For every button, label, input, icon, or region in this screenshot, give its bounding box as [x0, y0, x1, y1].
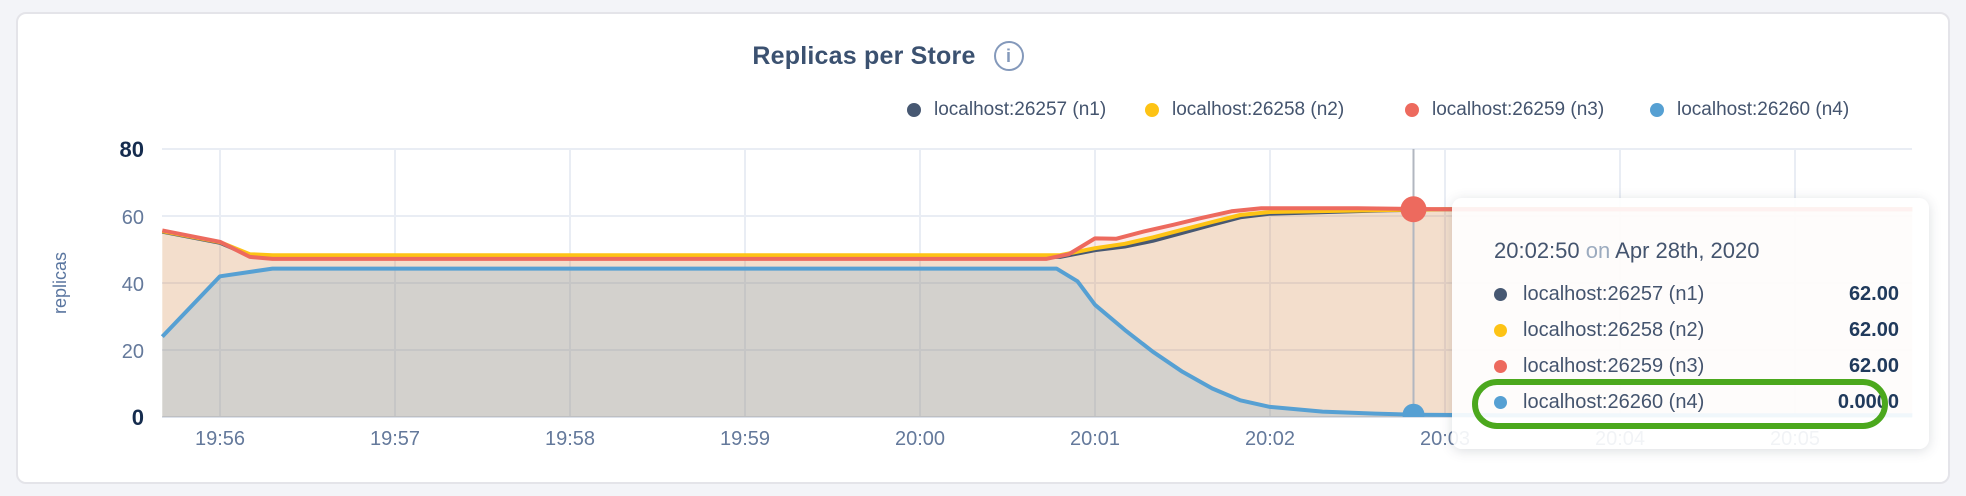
- tooltip-series-name: localhost:26259 (n3): [1523, 354, 1705, 377]
- legend-item-n3[interactable]: localhost:26259 (n3): [1405, 98, 1604, 122]
- svg-text:20:01: 20:01: [1070, 428, 1120, 450]
- svg-text:20:02: 20:02: [1245, 428, 1295, 450]
- tooltip-series-name: localhost:26257 (n1): [1523, 282, 1705, 305]
- hover-tooltip: 20:02:50 on Apr 28th, 2020 localhost:262…: [1452, 198, 1929, 449]
- legend-dot-n3-icon: [1405, 103, 1419, 117]
- svg-text:40: 40: [122, 274, 144, 296]
- svg-text:replicas: replicas: [50, 252, 70, 314]
- svg-text:19:57: 19:57: [370, 428, 420, 450]
- page-title: Replicas per Store: [752, 41, 976, 70]
- svg-text:20: 20: [122, 341, 144, 363]
- svg-text:60: 60: [122, 207, 144, 229]
- legend-label: localhost:26257 (n1): [934, 99, 1107, 120]
- svg-text:19:56: 19:56: [195, 428, 245, 450]
- series-dot-n1-icon: [1494, 287, 1507, 301]
- series-dot-n2-icon: [1494, 323, 1507, 337]
- tooltip-row-n2: localhost:26258 (n2) 62.00: [1494, 312, 1899, 348]
- tooltip-series-name: localhost:26258 (n2): [1523, 318, 1705, 341]
- svg-text:20:00: 20:00: [895, 428, 945, 450]
- svg-text:0: 0: [132, 405, 144, 430]
- tooltip-row-n3: localhost:26259 (n3) 62.00: [1494, 348, 1899, 384]
- chart-card: Replicas per Store i localhost:26257 (n1…: [16, 12, 1950, 484]
- highlight-ellipse-annotation: [1472, 379, 1888, 429]
- svg-text:19:58: 19:58: [545, 428, 595, 450]
- tooltip-series-value: 62.00: [1848, 354, 1899, 377]
- info-icon[interactable]: i: [993, 41, 1024, 71]
- tooltip-series-value: 62.00: [1848, 282, 1899, 305]
- legend-item-n1[interactable]: localhost:26257 (n1): [907, 98, 1106, 122]
- series-dot-n3-icon: [1494, 359, 1507, 373]
- tooltip-row-n1: localhost:26257 (n1) 62.00: [1494, 276, 1899, 312]
- legend-dot-n1-icon: [907, 103, 921, 117]
- legend-item-n2[interactable]: localhost:26258 (n2): [1145, 98, 1344, 122]
- tooltip-series-name: localhost:26260 (n4): [1523, 390, 1705, 413]
- legend-dot-n4-icon: [1650, 103, 1664, 117]
- legend-item-n4[interactable]: localhost:26260 (n4): [1650, 98, 1849, 122]
- tooltip-series-value: 62.00: [1848, 318, 1899, 341]
- legend-label: localhost:26260 (n4): [1677, 99, 1850, 120]
- legend-label: localhost:26258 (n2): [1172, 99, 1345, 120]
- tooltip-timestamp: 20:02:50 on Apr 28th, 2020: [1494, 238, 1760, 263]
- svg-text:19:59: 19:59: [720, 428, 770, 450]
- legend-dot-n2-icon: [1145, 103, 1159, 117]
- chart-header: Replicas per Store i: [18, 38, 1758, 74]
- legend-label: localhost:26259 (n3): [1432, 99, 1605, 120]
- svg-text:80: 80: [120, 137, 144, 162]
